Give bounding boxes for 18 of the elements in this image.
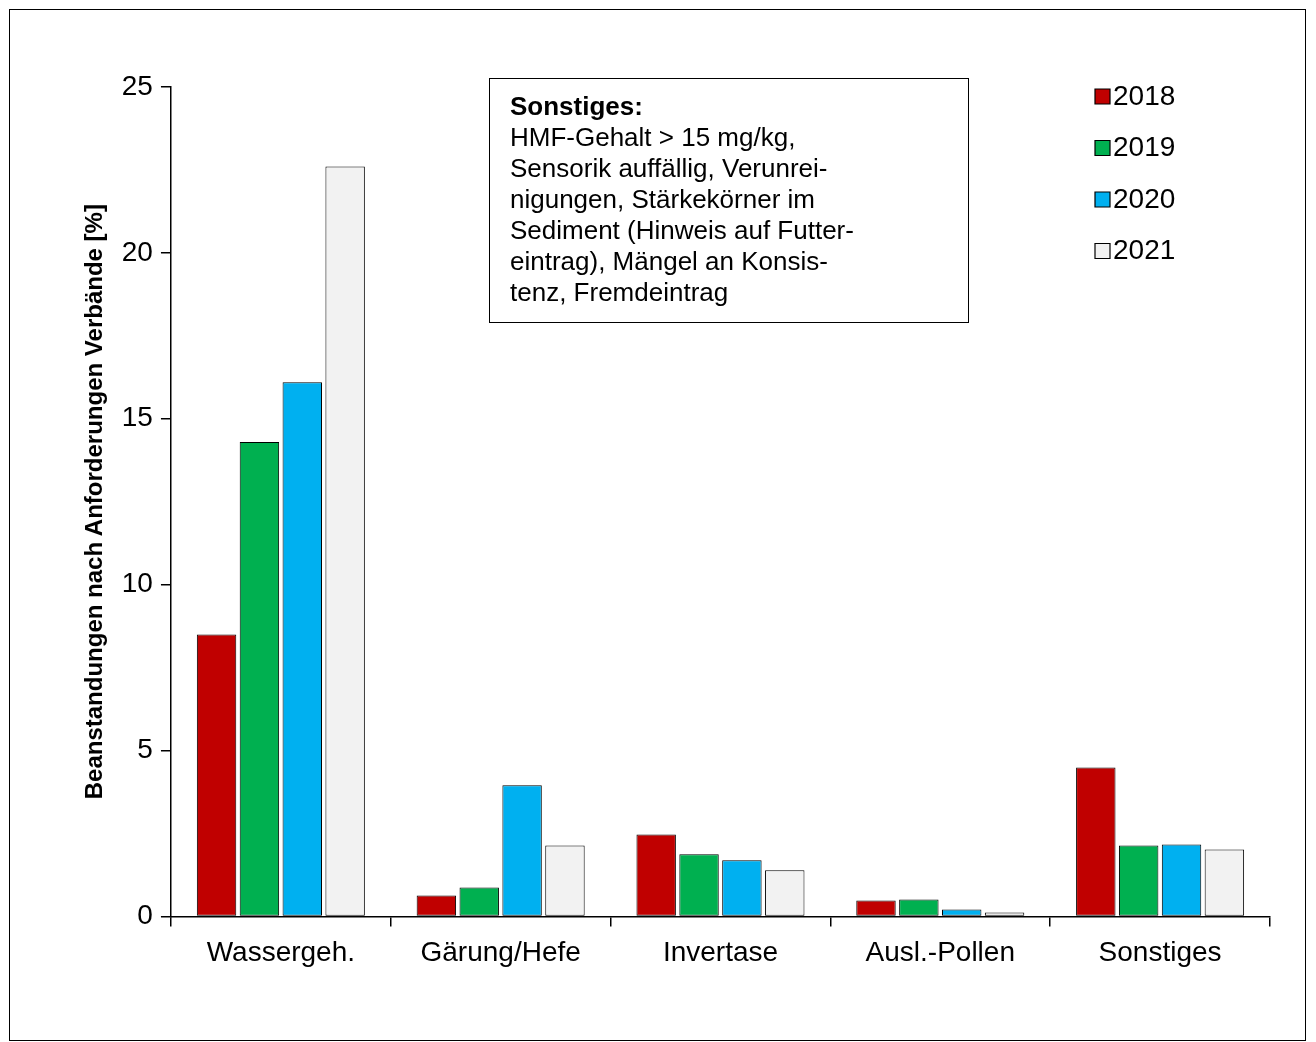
text-box: Sonstiges: HMF-Gehalt > 15 mg/kg, Sensorik auffällig, Verunrei- nigungen, Stärkekörner im Sediment (Hinweis auf Futter- eintrag), Mängel an Konsis- tenz, Fremdeintrag — [489, 78, 969, 323]
x-tick-label: Wassergeh. — [206, 935, 356, 967]
x-tick-label: Sonstiges — [1098, 935, 1222, 967]
y-tick-label: 0 — [137, 899, 153, 931]
x-tick-label: Invertase — [662, 935, 779, 967]
legend-label: 2021 — [1113, 234, 1176, 266]
legend-label: 2020 — [1113, 182, 1176, 214]
x-tick-label: Gärung/Hefe — [420, 935, 581, 967]
legend-label: 2019 — [1113, 131, 1176, 163]
legend-label: 2018 — [1113, 79, 1176, 111]
x-tick-label: Ausl.-Pollen — [865, 935, 1015, 967]
y-tick-label: 25 — [121, 69, 153, 101]
y-tick-label: 5 — [137, 733, 153, 765]
annotation: Sonstiges: — [510, 91, 643, 121]
y-tick-label: 10 — [121, 567, 153, 599]
y-axis-title: Beanstandungen nach Anforderungen Verbände [%] — [80, 204, 108, 800]
y-tick-label: 15 — [121, 401, 153, 433]
y-tick-label: 20 — [121, 235, 153, 267]
